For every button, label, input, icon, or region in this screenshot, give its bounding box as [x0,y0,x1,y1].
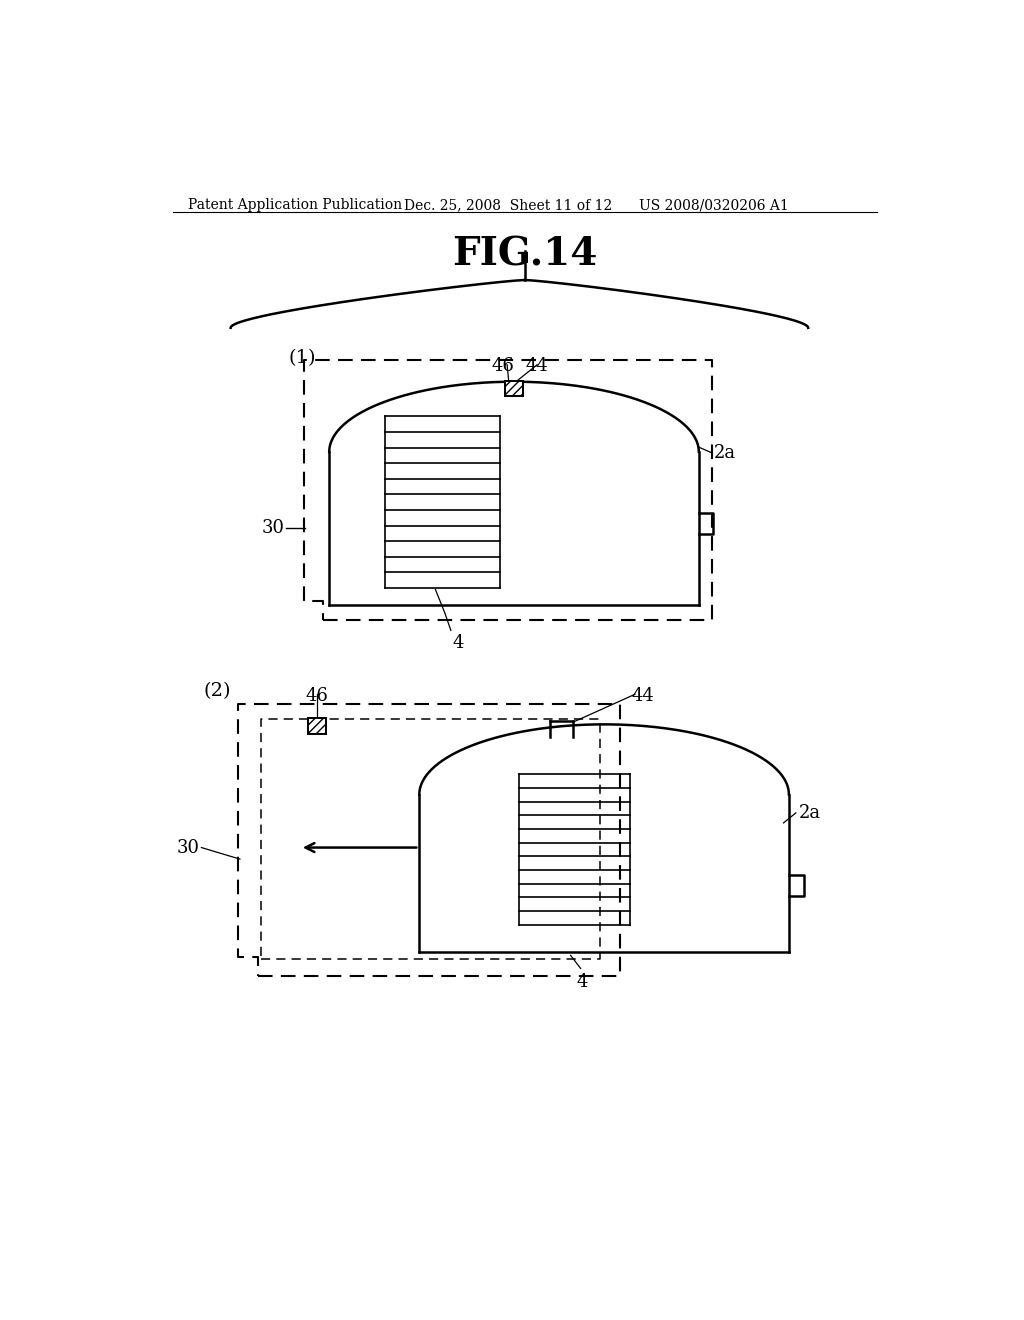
Text: 2a: 2a [714,444,736,462]
Bar [307,718,326,734]
Bar [505,381,523,396]
Text: 44: 44 [631,686,654,705]
Text: 46: 46 [305,686,329,705]
Text: 44: 44 [525,358,549,375]
Text: (1): (1) [289,350,316,367]
Text: 2a: 2a [799,804,821,822]
Text: Patent Application Publication: Patent Application Publication [188,198,402,213]
Text: 46: 46 [492,358,515,375]
Text: Dec. 25, 2008  Sheet 11 of 12: Dec. 25, 2008 Sheet 11 of 12 [403,198,612,213]
Text: 4: 4 [577,973,588,991]
Bar [307,718,326,734]
Text: US 2008/0320206 A1: US 2008/0320206 A1 [639,198,788,213]
Text: FIG.14: FIG.14 [453,235,597,273]
Text: 30: 30 [177,838,200,857]
Text: (2): (2) [204,682,231,700]
Text: 4: 4 [453,635,464,652]
Bar [505,381,523,396]
Text: 30: 30 [261,519,285,537]
